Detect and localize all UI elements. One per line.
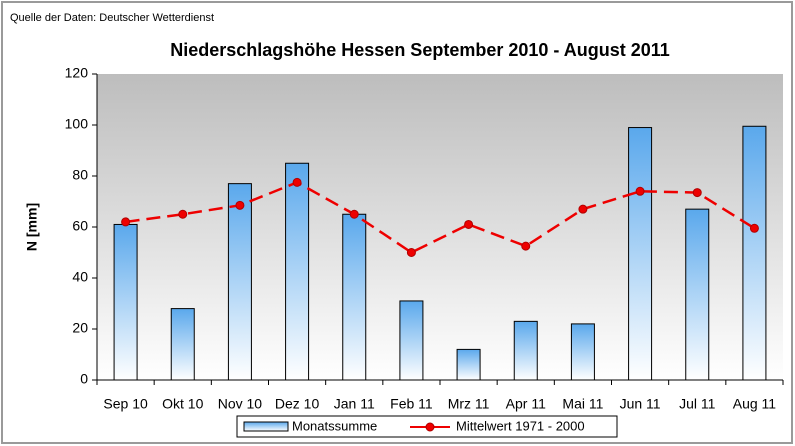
x-tick-label: Sep 10: [103, 396, 148, 412]
x-tick-label: Nov 10: [218, 396, 263, 412]
x-tick-label: Jun 11: [620, 396, 661, 412]
y-tick-label: 100: [65, 116, 89, 132]
x-tick-label: Feb 11: [390, 396, 433, 412]
y-tick-label: 0: [80, 371, 88, 387]
x-tick-label: Dez 10: [275, 396, 320, 412]
line-marker: [178, 209, 188, 219]
line-marker: [121, 217, 131, 227]
line-marker: [349, 209, 359, 219]
bar: [513, 320, 538, 381]
legend-swatch: [243, 421, 289, 432]
x-tick-label: Jan 11: [334, 396, 375, 412]
y-tick-label: 60: [72, 218, 88, 234]
line-marker: [406, 248, 416, 257]
bar: [685, 208, 710, 381]
line-marker: [521, 241, 531, 251]
x-tick-label: Apr 11: [506, 396, 546, 412]
legend-label: Monatssumme: [292, 418, 377, 433]
legend-swatch: [425, 422, 435, 432]
legend-label: Mittelwert 1971 - 2000: [456, 418, 585, 433]
line-marker: [749, 223, 759, 233]
line-marker: [692, 188, 702, 198]
y-tick-label: 120: [65, 65, 89, 81]
bar: [285, 162, 310, 381]
x-tick-label: Aug 11: [733, 396, 777, 412]
y-tick-label: 80: [72, 167, 88, 183]
bar: [456, 348, 481, 381]
line-marker: [464, 219, 474, 229]
bar: [342, 213, 367, 381]
bar: [113, 223, 138, 381]
line-marker: [635, 186, 645, 196]
y-tick-label: 20: [72, 320, 88, 336]
x-tick-label: Jul 11: [679, 396, 716, 412]
line-marker: [235, 200, 245, 210]
bar: [227, 183, 252, 381]
bar: [628, 127, 653, 381]
bar: [742, 125, 767, 381]
x-tick-label: Okt 10: [162, 396, 203, 412]
line-marker: [292, 177, 302, 187]
x-tick-label: Mrz 11: [448, 396, 490, 412]
line-marker: [578, 204, 588, 214]
x-tick-label: Mai 11: [562, 396, 603, 412]
bar: [570, 323, 595, 381]
plot-area: [97, 74, 783, 380]
y-axis-label: N [mm]: [24, 203, 40, 251]
bar: [399, 300, 424, 381]
line: [125, 180, 756, 254]
bar: [170, 308, 195, 381]
y-tick-label: 40: [72, 269, 88, 285]
source-note: Quelle der Daten: Deutscher Wetterdienst: [10, 12, 214, 24]
chart-title: Niederschlagshöhe Hessen September 2010 …: [170, 40, 670, 60]
